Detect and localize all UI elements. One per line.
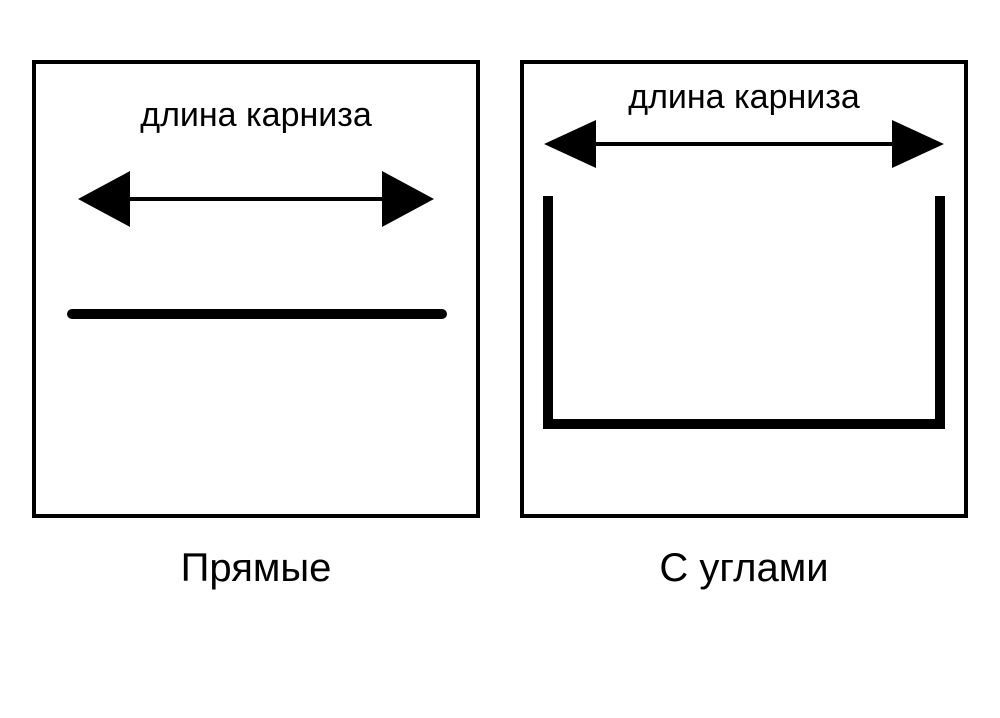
panel-straight: длина карниза Прямые — [32, 60, 480, 591]
panel-caption: Прямые — [181, 546, 332, 591]
dimension-arrow — [78, 171, 434, 227]
diagram-box: длина карниза — [32, 60, 480, 518]
diagram-svg — [36, 64, 476, 514]
panel-caption: С углами — [659, 546, 828, 591]
diagram-box: длина карниза — [520, 60, 968, 518]
diagram-svg — [524, 64, 964, 514]
cornice-shape — [548, 196, 940, 424]
dimension-arrow — [544, 120, 944, 168]
panel-corners: длина карниза С углами — [520, 60, 968, 591]
